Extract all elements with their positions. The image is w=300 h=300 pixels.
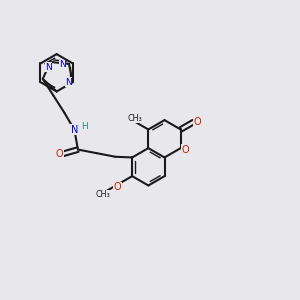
Text: N: N (71, 125, 78, 135)
Text: H: H (81, 122, 88, 131)
Text: O: O (113, 182, 121, 192)
Text: N: N (65, 78, 72, 87)
Text: CH₃: CH₃ (128, 114, 142, 123)
Text: O: O (181, 145, 189, 155)
Text: O: O (56, 149, 63, 159)
Text: O: O (194, 117, 201, 127)
Text: N: N (59, 60, 66, 69)
Text: N: N (45, 63, 52, 72)
Text: CH₃: CH₃ (96, 190, 110, 199)
